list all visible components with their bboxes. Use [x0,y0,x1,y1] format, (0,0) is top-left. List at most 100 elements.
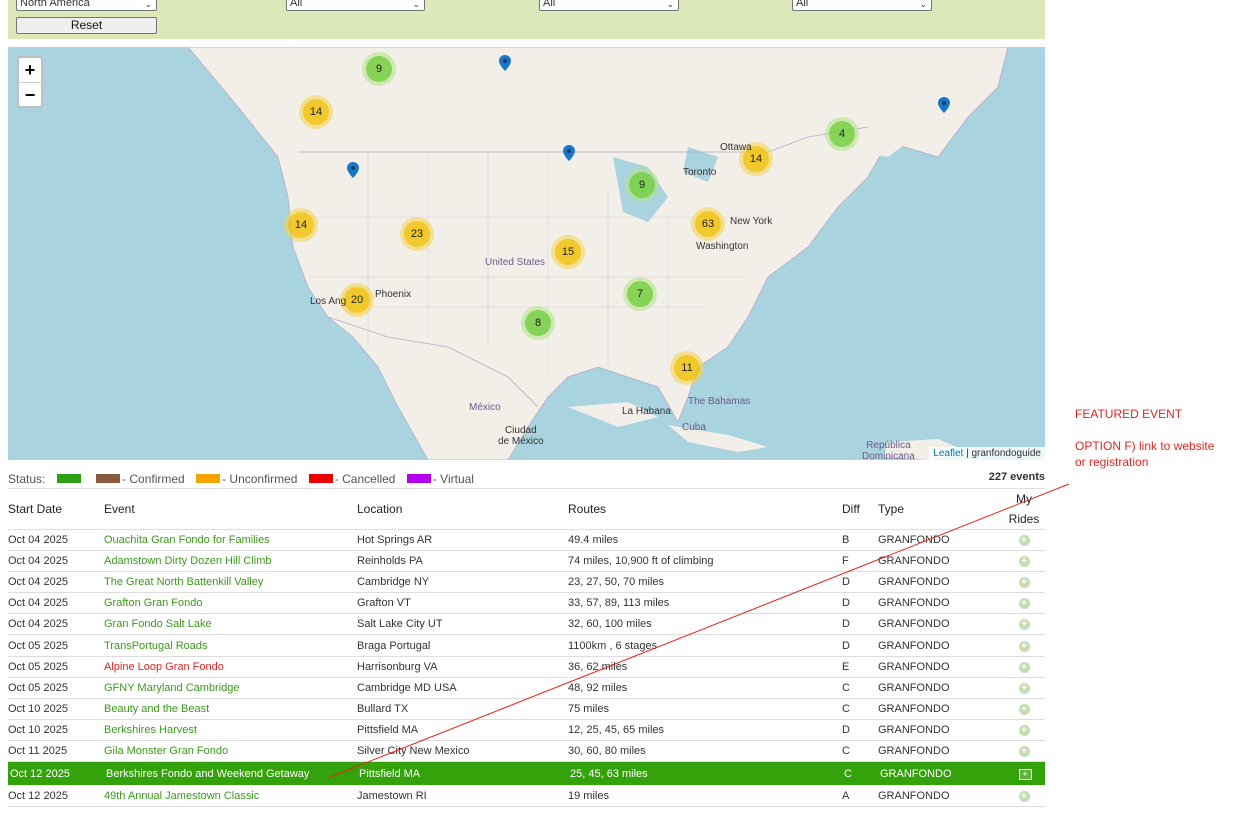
add-ride-icon[interactable]: + [1018,703,1030,715]
map-label-los-angeles: Los Ang [310,296,347,307]
add-ride-icon[interactable]: + [1018,640,1030,652]
filter-select-4[interactable]: All ⌄ [792,0,932,11]
header-event[interactable]: Event [104,488,357,530]
header-start-date[interactable]: Start Date [8,488,104,530]
cell-type: GRANFONDO [878,592,1003,615]
cell-diff: C [842,740,878,763]
table-row: Oct 05 2025 GFNY Maryland Cambridge Cambri… [8,677,1045,699]
cell-event-link[interactable]: Alpine Loop Gran Fondo [104,656,357,678]
add-ride-icon[interactable]: + [1018,661,1030,673]
cell-location: Cambridge MD USA [357,677,568,699]
status-legend: Status: - Confirmed - Unconfirmed - Canc… [8,471,1045,487]
map-cluster[interactable]: 9 [625,168,659,202]
map-cluster[interactable]: 63 [691,207,725,241]
map-cluster[interactable]: 23 [400,217,434,251]
event-count: 227 events [988,471,1045,483]
cell-location: Jamestown RI [357,785,568,808]
cell-type: GRANFONDO [878,634,1003,657]
cell-diff: D [842,634,878,657]
status-swatch-brown [96,474,121,484]
add-ride-icon[interactable]: + [1018,724,1030,736]
cell-event-link[interactable]: TransPortugal Roads [104,634,357,657]
events-table: Start Date Event Location Routes Diff Ty… [8,488,1045,808]
map-cluster[interactable]: 14 [739,142,773,176]
map-cluster[interactable]: 8 [521,306,555,340]
zoom-control: + − [17,56,43,108]
map-label-la-habana: La Habana [622,406,671,417]
cell-event-link[interactable]: GFNY Maryland Cambridge [104,677,357,699]
map-cluster[interactable]: 11 [670,351,704,385]
cluster-count: 23 [404,221,430,247]
chevron-down-icon: ⌄ [144,0,152,9]
table-row: Oct 04 2025 The Great North Battenkill Va… [8,571,1045,594]
map-pin-icon[interactable] [938,97,950,113]
cell-my-rides: + [1003,571,1045,594]
cell-event-link[interactable]: Gila Monster Gran Fondo [104,740,357,763]
map-attribution: Leaflet | granfondoguide [929,447,1045,460]
region-select-value: North America [20,0,90,9]
cell-event-link[interactable]: Beauty and the Beast [104,698,357,720]
cell-location: Braga Portugal [357,634,568,657]
status-swatch-purple [406,474,431,484]
header-routes[interactable]: Routes [568,488,842,530]
leaflet-link[interactable]: Leaflet [933,448,964,459]
header-type[interactable]: Type [878,488,1003,530]
cell-event-link[interactable]: Grafton Gran Fondo [104,592,357,615]
add-ride-icon[interactable]: + [1018,682,1030,694]
map-cluster[interactable]: 7 [623,277,657,311]
cell-event-link[interactable]: Gran Fondo Salt Lake [104,613,357,636]
add-ride-icon[interactable]: + [1018,577,1030,589]
filter-select-3[interactable]: All ⌄ [539,0,679,11]
map-label-cuba: Cuba [682,422,706,433]
cell-event-link[interactable]: Ouachita Gran Fondo for Families [104,529,357,552]
header-my-rides-2: Rides [1008,512,1040,526]
add-ride-icon[interactable]: + [1018,768,1032,780]
add-ride-icon[interactable]: + [1018,745,1030,757]
map-cluster[interactable]: 20 [340,283,374,317]
cell-start-date: Oct 05 2025 [8,677,104,699]
map-cluster[interactable]: 4 [825,117,859,151]
cell-start-date: Oct 04 2025 [8,613,104,636]
cell-type: GRANFONDO [878,740,1003,763]
cell-type: GRANFONDO [878,761,1003,787]
cell-location: Cambridge NY [357,571,568,594]
cell-my-rides: + [1003,761,1045,787]
chevron-down-icon: ⌄ [919,0,927,9]
cell-type: GRANFONDO [878,529,1003,552]
cell-diff: F [842,550,878,573]
cell-event-link[interactable]: The Great North Battenkill Valley [104,571,357,594]
map-cluster[interactable]: 14 [284,208,318,242]
filter-select-2[interactable]: All ⌄ [286,0,425,11]
map-pin-icon[interactable] [347,162,359,178]
cell-diff: A [842,785,878,808]
header-location[interactable]: Location [357,488,568,530]
add-ride-icon[interactable]: + [1018,619,1030,631]
add-ride-icon[interactable]: + [1018,598,1030,610]
cell-event-link[interactable]: Adamstown Dirty Dozen Hill Climb [104,550,357,573]
add-ride-icon[interactable]: + [1018,556,1030,568]
map-cluster[interactable]: 9 [362,52,396,86]
cell-event-link[interactable]: Berkshires Harvest [104,719,357,741]
map-cluster[interactable]: 15 [551,235,585,269]
map-pin-icon[interactable] [563,145,575,161]
cell-start-date: Oct 05 2025 [8,634,104,657]
map-pin-icon[interactable] [499,55,511,71]
region-select[interactable]: North America ⌄ [16,0,157,11]
header-diff[interactable]: Diff [842,488,878,530]
cell-diff: D [842,592,878,615]
cell-location: Hot Springs AR [357,529,568,552]
cell-start-date: Oct 05 2025 [8,656,104,678]
zoom-out-button[interactable]: − [19,82,41,106]
cell-event-link[interactable]: Berkshires Fondo and Weekend Getaway [104,761,357,787]
reset-button[interactable]: Reset [16,17,157,34]
event-map[interactable]: + − 9 14 4 14 9 63 14 23 15 20 7 8 11 Ot… [8,47,1045,460]
add-ride-icon[interactable]: + [1018,535,1030,547]
map-label-bahamas: The Bahamas [688,396,751,407]
map-cluster[interactable]: 14 [299,95,333,129]
add-ride-icon[interactable]: + [1018,791,1030,803]
zoom-in-button[interactable]: + [24,60,36,80]
cluster-count: 4 [829,121,855,147]
cell-my-rides: + [1003,550,1045,573]
cell-event-link[interactable]: 49th Annual Jamestown Classic [104,785,357,808]
cell-my-rides: + [1003,677,1045,699]
